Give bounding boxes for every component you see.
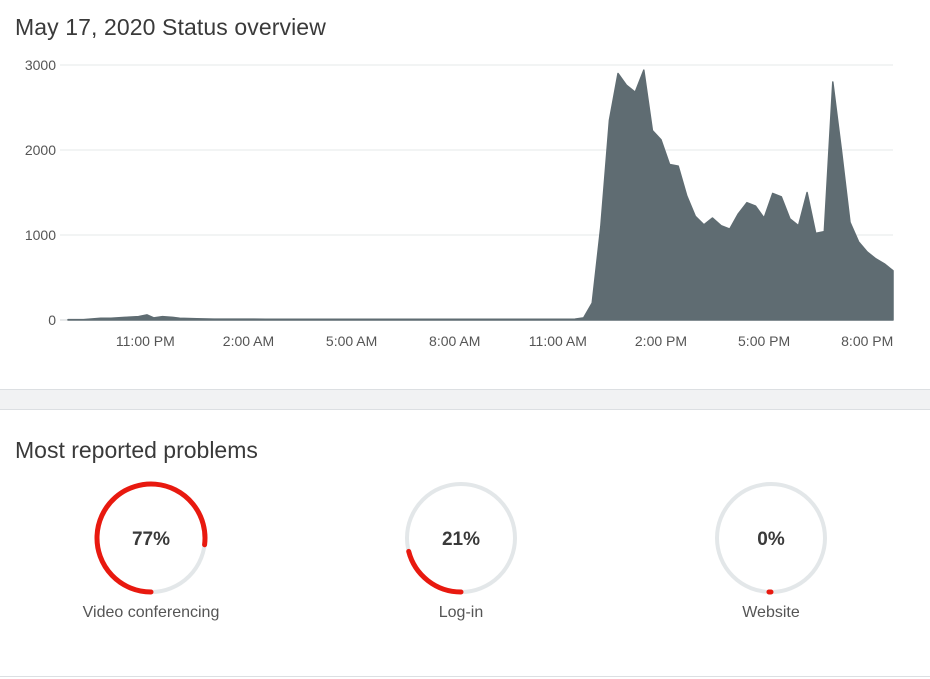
status-overview-panel: May 17, 2020 Status overview 0 1000 2000 30… [15, 14, 894, 349]
outage-area-chart: 0 1000 2000 3000 11:00 PM 2:00 AM 5:00 AM 8:00 … [25, 57, 894, 349]
gauge-ring: 0% [715, 482, 827, 595]
gauge-percent: 21% [442, 529, 480, 550]
bottom-border [0, 676, 930, 677]
problem-gauge-video-conferencing: 77% Video conferencing [61, 480, 241, 625]
gauge-label: Website [742, 604, 800, 621]
gauge-fill [94, 481, 208, 595]
x-tick-label: 5:00 AM [326, 333, 377, 349]
y-tick-label: 3000 [25, 57, 56, 73]
gauge-fill [406, 548, 464, 595]
x-tick-label: 11:00 PM [116, 333, 175, 349]
y-tick-label: 1000 [25, 227, 56, 243]
problem-gauge-log-in: 21% Log-in [371, 480, 551, 625]
gauge-ring: 21% [405, 482, 517, 595]
series-area [67, 69, 894, 321]
section-divider [0, 389, 930, 410]
x-tick-label: 5:00 PM [738, 333, 790, 349]
x-tick-label: 8:00 PM [841, 333, 893, 349]
x-tick-label: 11:00 AM [529, 333, 587, 349]
problems-title: Most reported problems [15, 437, 258, 463]
gauge-label: Video conferencing [82, 604, 220, 621]
problem-gauge-website: 0% Website [681, 480, 861, 625]
gauge-percent: 0% [757, 529, 785, 550]
x-tick-label: 2:00 AM [223, 333, 274, 349]
gauge-label: Log-in [438, 604, 484, 621]
y-tick-label: 0 [48, 312, 56, 328]
gauge-percent: 77% [132, 529, 170, 550]
page-title: May 17, 2020 Status overview [15, 14, 326, 40]
x-tick-label: 8:00 AM [429, 333, 480, 349]
gauge-ring: 77% [94, 481, 208, 595]
x-tick-label: 2:00 PM [635, 333, 687, 349]
y-tick-label: 2000 [25, 142, 56, 158]
